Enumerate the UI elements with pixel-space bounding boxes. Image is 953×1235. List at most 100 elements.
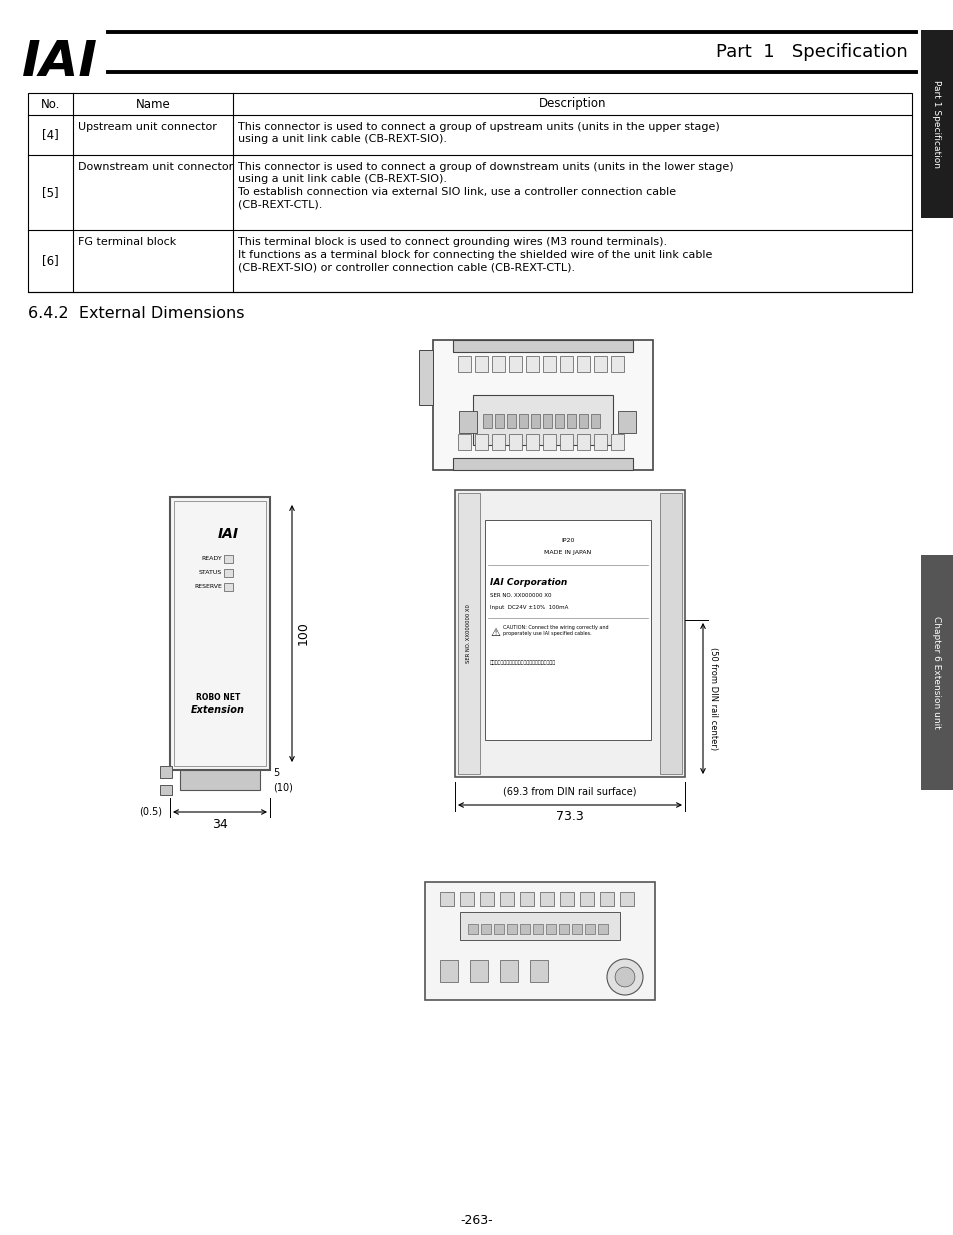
Bar xyxy=(160,766,172,778)
Text: It functions as a terminal block for connecting the shielded wire of the unit li: It functions as a terminal block for con… xyxy=(237,249,712,259)
Text: (69.3 from DIN rail surface): (69.3 from DIN rail surface) xyxy=(503,785,636,797)
Text: SER NO. XX000000 X0: SER NO. XX000000 X0 xyxy=(490,593,551,598)
Bar xyxy=(458,411,476,433)
Bar xyxy=(484,520,650,740)
Text: This connector is used to connect a group of downstream units (units in the lowe: This connector is used to connect a grou… xyxy=(237,162,733,172)
Text: [6]: [6] xyxy=(42,254,59,268)
Text: No.: No. xyxy=(41,98,60,110)
Bar xyxy=(920,555,953,790)
Bar xyxy=(457,493,479,774)
Text: Downstream unit connector: Downstream unit connector xyxy=(78,162,233,172)
Bar xyxy=(453,340,633,352)
Bar xyxy=(590,414,599,429)
Bar xyxy=(173,501,266,766)
Text: Chapter 6 Extension unit: Chapter 6 Extension unit xyxy=(931,616,941,729)
Bar xyxy=(499,960,517,982)
Bar xyxy=(610,433,623,450)
Bar xyxy=(577,433,589,450)
Bar xyxy=(598,924,607,934)
Bar xyxy=(559,433,573,450)
Bar xyxy=(439,960,457,982)
Text: CAUTION: Connect the wiring correctly and
properately use IAI specified cables.: CAUTION: Connect the wiring correctly an… xyxy=(502,625,608,636)
Bar xyxy=(479,892,494,906)
Bar xyxy=(224,569,233,577)
Text: ROBO NET: ROBO NET xyxy=(195,693,240,701)
Bar xyxy=(459,911,619,940)
Bar xyxy=(519,892,534,906)
Text: Input  DC24V ±10%  100mA: Input DC24V ±10% 100mA xyxy=(490,605,568,610)
Text: (10): (10) xyxy=(273,783,293,793)
Bar xyxy=(659,493,681,774)
Bar xyxy=(578,414,587,429)
Bar xyxy=(180,769,260,790)
Bar xyxy=(533,924,542,934)
Bar xyxy=(559,892,574,906)
Circle shape xyxy=(615,967,635,987)
Bar xyxy=(453,458,633,471)
Bar xyxy=(459,892,474,906)
Text: 100: 100 xyxy=(296,621,310,646)
Bar xyxy=(492,356,504,372)
Text: RESERVE: RESERVE xyxy=(193,584,222,589)
Bar xyxy=(468,924,477,934)
Bar xyxy=(494,924,503,934)
Text: (50 from DIN rail center): (50 from DIN rail center) xyxy=(708,647,718,750)
Bar xyxy=(499,892,514,906)
Bar xyxy=(545,924,556,934)
Bar xyxy=(473,395,613,445)
Text: 6.4.2  External Dimensions: 6.4.2 External Dimensions xyxy=(28,306,244,321)
Bar xyxy=(594,433,606,450)
Bar xyxy=(433,340,652,471)
Bar xyxy=(542,356,556,372)
Bar xyxy=(224,583,233,592)
Bar xyxy=(525,433,538,450)
Bar xyxy=(555,414,563,429)
Bar xyxy=(577,356,589,372)
Bar xyxy=(170,496,270,769)
Bar xyxy=(506,924,517,934)
Bar xyxy=(439,892,454,906)
Text: To establish connection via external SIO link, use a controller connection cable: To establish connection via external SIO… xyxy=(237,186,676,198)
Bar xyxy=(618,411,636,433)
Bar xyxy=(594,356,606,372)
Text: (CB-REXT-SIO) or controller connection cable (CB-REXT-CTL).: (CB-REXT-SIO) or controller connection c… xyxy=(237,262,575,272)
Text: IAI: IAI xyxy=(217,527,238,541)
Text: 5: 5 xyxy=(273,768,279,778)
Circle shape xyxy=(606,960,642,995)
Bar xyxy=(492,433,504,450)
Text: using a unit link cable (CB-REXT-SIO).: using a unit link cable (CB-REXT-SIO). xyxy=(237,174,447,184)
Text: Name: Name xyxy=(135,98,171,110)
Bar xyxy=(475,356,488,372)
Bar xyxy=(599,892,614,906)
Text: MADE IN JAPAN: MADE IN JAPAN xyxy=(544,550,591,555)
Text: using a unit link cable (CB-REXT-SIO).: using a unit link cable (CB-REXT-SIO). xyxy=(237,135,447,144)
Text: This connector is used to connect a group of upstream units (units in the upper : This connector is used to connect a grou… xyxy=(237,122,719,132)
Bar xyxy=(525,356,538,372)
Text: -263-: -263- xyxy=(460,1214,493,1226)
Text: (CB-REXT-CTL).: (CB-REXT-CTL). xyxy=(237,200,322,210)
Text: ⚠: ⚠ xyxy=(490,629,499,638)
Bar xyxy=(530,960,547,982)
Text: Part  1   Specification: Part 1 Specification xyxy=(716,43,907,61)
Bar xyxy=(28,93,911,291)
Bar xyxy=(509,433,521,450)
Bar xyxy=(470,960,488,982)
Bar xyxy=(224,555,233,563)
Bar xyxy=(584,924,595,934)
Bar xyxy=(506,414,516,429)
Text: 指定のケーブルを使い、正しく配線してください。: 指定のケーブルを使い、正しく配線してください。 xyxy=(490,659,556,664)
Bar xyxy=(610,356,623,372)
Text: IP20: IP20 xyxy=(560,538,574,543)
Text: SER NO. XX000000 X0: SER NO. XX000000 X0 xyxy=(466,604,471,663)
Bar xyxy=(424,882,655,1000)
Bar xyxy=(495,414,503,429)
Text: [4]: [4] xyxy=(42,128,59,142)
Bar xyxy=(519,924,530,934)
Bar xyxy=(475,433,488,450)
Text: This terminal block is used to connect grounding wires (M3 round terminals).: This terminal block is used to connect g… xyxy=(237,237,666,247)
Bar xyxy=(558,924,568,934)
Bar xyxy=(455,490,684,777)
Bar xyxy=(566,414,576,429)
Bar xyxy=(572,924,581,934)
Text: (0.5): (0.5) xyxy=(139,806,162,818)
